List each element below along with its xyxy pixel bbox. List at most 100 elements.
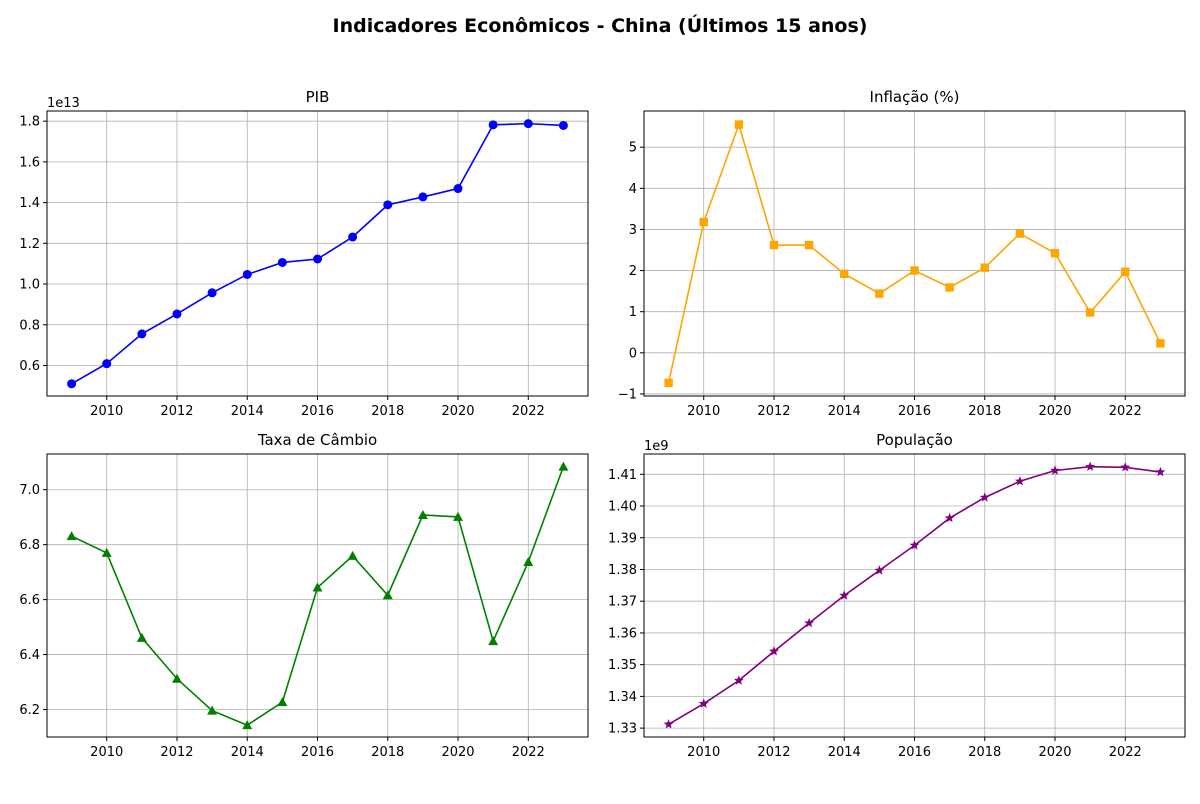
x-tick-label: 2012 (160, 745, 193, 760)
data-point (663, 719, 674, 729)
y-tick-label: 5 (629, 141, 637, 156)
data-point (1050, 465, 1060, 475)
data-point (1085, 461, 1096, 471)
data-point (558, 120, 568, 130)
x-tick-label: 2016 (301, 404, 334, 419)
y-tick-label: 1.35 (608, 658, 637, 673)
data-point (417, 509, 428, 519)
data-point (277, 257, 287, 267)
y-tick-label: 1.40 (608, 500, 637, 515)
data-point (769, 240, 779, 250)
x-tick-label: 2016 (898, 404, 931, 419)
data-point (1014, 476, 1025, 486)
axes-frame (46, 453, 589, 738)
x-tick-label: 2012 (757, 404, 790, 419)
x-tick-label: 2022 (512, 404, 545, 419)
figure-title: Indicadores Econômicos - China (Últimos … (333, 13, 868, 37)
data-point (804, 240, 814, 250)
data-point (699, 217, 708, 227)
y-tick-label: 7.0 (19, 483, 40, 498)
data-point (944, 512, 955, 523)
data-point (874, 565, 885, 575)
x-tick-label: 2018 (371, 745, 404, 760)
x-tick-label: 2010 (687, 745, 720, 760)
y-tick-label: 1.38 (608, 563, 637, 578)
data-point (348, 232, 358, 242)
data-point (1121, 267, 1130, 277)
data-point (488, 636, 499, 646)
y-offset-label: 1e9 (644, 439, 669, 454)
data-point (488, 120, 498, 130)
y-tick-label: 6.8 (19, 538, 40, 553)
y-tick-label: 1.41 (608, 468, 637, 483)
data-point (67, 379, 77, 389)
data-point (1156, 339, 1165, 348)
y-tick-label: 1.6 (19, 155, 40, 170)
x-tick-label: 2018 (968, 404, 1001, 419)
chart-taxa-cambio: 2010 2012 2014 2016 2018 2020 2022 6.2 6.4 6.6 6.8… (19, 431, 589, 760)
data-point (909, 540, 920, 550)
x-tick-label: 2014 (231, 745, 264, 760)
data-point (840, 269, 849, 279)
data-point (242, 720, 253, 730)
y-tick-label: 4 (629, 182, 637, 197)
chart-title: PIB (306, 88, 330, 106)
data-point (979, 492, 990, 502)
data-point (910, 266, 919, 275)
y-tick-label: −1 (618, 387, 637, 402)
x-tick-label: 2014 (828, 404, 861, 419)
data-point (137, 329, 147, 339)
x-tick-label: 2022 (1109, 404, 1142, 419)
data-point (734, 120, 744, 129)
y-tick-label: 6.4 (19, 648, 40, 663)
y-tick-label: 0.6 (19, 359, 40, 374)
data-point (347, 550, 358, 560)
axes-frame (643, 453, 1186, 738)
x-tick-label: 2010 (90, 745, 123, 760)
axes-frame (643, 110, 1186, 397)
chart-title: População (876, 431, 953, 449)
data-point (242, 269, 252, 279)
chart-pib: 2010 2012 2014 2016 2018 2020 2022 0.6 0.8 1.0 1.2… (19, 88, 589, 419)
x-tick-label: 2018 (371, 404, 404, 419)
data-point (523, 119, 533, 129)
data-point (698, 698, 709, 708)
y-tick-label: 1.4 (19, 196, 40, 211)
data-point (1015, 229, 1025, 238)
y-tick-label: 0.8 (19, 318, 40, 333)
data-point (102, 359, 112, 369)
data-point (207, 705, 218, 715)
x-tick-label: 2010 (90, 404, 123, 419)
data-point (875, 289, 884, 298)
data-point (769, 646, 779, 656)
axes-frame (46, 110, 589, 397)
x-tick-label: 2022 (512, 745, 545, 760)
data-point (382, 590, 393, 600)
data-point (839, 590, 850, 600)
data-point (804, 617, 815, 628)
y-offset-label: 1e13 (47, 96, 80, 111)
x-tick-label: 2022 (1109, 745, 1142, 760)
chart-panels: 2010 2012 2014 2016 2018 2020 20220.60.81.01.2… (19, 88, 1186, 760)
data-point (1120, 462, 1131, 472)
data-point (312, 582, 323, 592)
y-tick-label: 6.6 (19, 593, 40, 608)
data-point (733, 675, 744, 685)
y-tick-label: 3 (629, 223, 637, 238)
data-point (383, 200, 393, 210)
data-point (313, 254, 322, 264)
x-tick-label: 2018 (968, 745, 1001, 760)
data-point (1050, 249, 1060, 258)
data-point (172, 309, 182, 319)
data-point (101, 547, 112, 557)
data-point (207, 288, 217, 298)
data-point (664, 378, 673, 388)
chart-inflacao: 2010 2012 2014 2016 2018 2020 2022 −1 0 1 2 3 4 5 Infl… (618, 88, 1186, 419)
x-tick-label: 2020 (1038, 745, 1071, 760)
data-point (171, 673, 182, 683)
data-point (418, 192, 428, 202)
y-tick-label: 1.37 (608, 595, 637, 610)
x-tick-label: 2016 (301, 745, 334, 760)
